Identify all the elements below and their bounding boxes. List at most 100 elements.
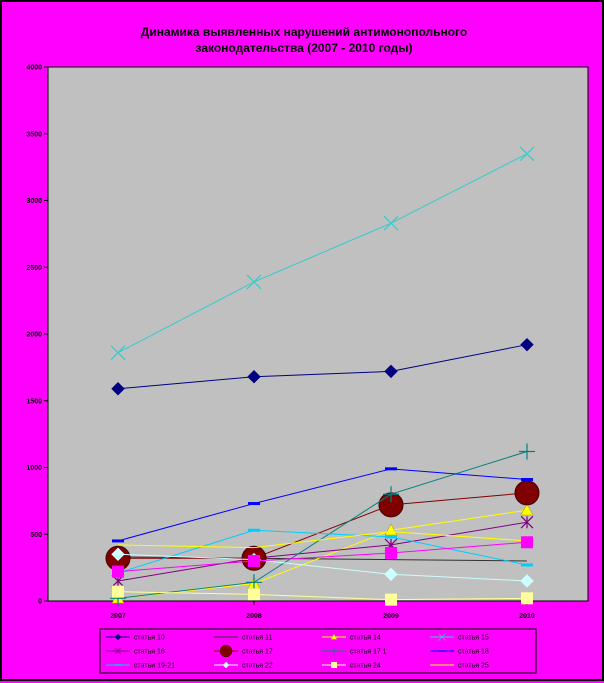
legend-box [99,628,537,674]
data-point-plus [246,574,262,591]
series-line [118,492,528,559]
series-11 [112,585,533,606]
legend-item: статья 26 [106,2,165,14]
y-tick-label: 3500 [26,131,42,138]
y-tick-label: 1000 [26,465,42,472]
data-point-diamond [247,370,261,384]
series-1 [111,337,534,396]
legend-label: статья 11 [242,635,272,642]
data-point-square [521,536,533,549]
x-tick-label: 2010 [519,613,535,620]
data-point-square [385,546,397,559]
data-point-dash [521,478,533,482]
legend-item: статья 25 [430,663,489,670]
series-12 [117,531,528,549]
data-point-diamond [384,364,398,379]
x-axis: 2007 2008 2009 2010 [110,601,535,620]
legend-item: статья 17.1 [322,647,387,656]
data-point-dash [385,467,397,471]
data-point-square [331,662,337,668]
data-point-dash [248,528,260,532]
legend-swatch-marker [114,633,122,641]
data-point-square [112,565,124,578]
y-axis: 0 500 1000 1500 2000 2500 3000 3500 4000 [26,65,48,606]
series-line [117,529,528,574]
data-point-dash [248,502,260,506]
data-point-diamond [384,567,398,582]
series-8 [112,467,533,543]
legend-swatch-marker [115,664,121,666]
series-7 [110,443,535,607]
y-tick-label: 2000 [26,332,42,339]
legend-label: статья 17 [242,649,273,656]
legend-swatch-marker [114,647,122,655]
legend-label: статья 22 [242,663,273,670]
series-line [117,556,528,562]
legend-label: статья 26 [134,2,165,4]
legend-label: статьи 19-21 [134,663,175,670]
y-tick-label: 500 [30,532,42,539]
data-point-triangle [520,503,534,516]
plot-area [47,66,589,602]
data-point-diamond [111,382,125,396]
data-point-x [110,345,126,361]
legend: статья 10 статья 11 статья 14 статья 15 стат… [99,2,537,674]
series-layer [105,146,540,607]
series-4 [110,146,535,361]
series-13 [112,536,533,578]
legend-item: статья 16 [106,647,165,656]
data-point-plus [330,647,338,655]
legend-swatch-marker [438,633,446,641]
y-tick-label: 3000 [26,198,42,205]
data-point-diamond [520,337,534,352]
series-line [117,344,528,390]
data-point-square [385,593,397,606]
series-line [117,451,528,599]
x-tick-label: 2009 [383,613,399,620]
legend-swatch-marker [222,661,230,669]
legend-swatch-marker [439,650,445,652]
data-point-x [438,633,446,641]
legend-swatch-marker [331,662,337,668]
legend-label: статья 25 [458,663,489,670]
legend-swatch-marker [330,647,338,655]
series-line [117,591,528,601]
data-point-star [520,515,534,529]
legend-item: статья 24 [322,662,381,670]
series-line [117,521,528,582]
legend-item: статья 14 [322,633,381,642]
series-line [117,541,528,573]
y-tick-label: 0 [38,599,42,606]
legend-swatch-marker [330,633,338,640]
y-tick-label: 4000 [26,65,42,72]
data-point-plus [383,486,399,503]
legend-label: статья 15 [458,635,489,642]
data-point-dash [112,539,124,543]
data-point-diamond [520,574,534,588]
data-point-square [248,554,260,567]
data-point-circle [219,644,233,658]
x-tick-label: 2007 [110,613,126,620]
series-line [117,531,528,549]
series-line [117,468,528,542]
legend-item: статья 22 [214,661,273,670]
data-point-diamond [114,633,122,641]
legend-label: статья 18 [458,649,489,656]
data-point-dash [115,664,121,666]
chart-title-line-2: законодательства (2007 - 2010 годы) [196,41,413,55]
legend-item: статья 10 [106,633,165,642]
data-point-x [519,146,535,162]
y-tick-label: 2500 [26,265,42,272]
chart-title-line-1: Динамика выявленных нарушений антимонопо… [141,25,467,39]
legend-label: статья 17.1 [350,649,387,656]
series-6 [105,480,540,571]
legend-item: статья 11 [214,635,272,642]
data-point-triangle [330,633,338,640]
data-point-plus [519,443,535,460]
legend-label: статья 10 [134,635,165,642]
legend-label: статья 16 [134,649,165,656]
data-point-dash [439,650,445,652]
data-point-x [246,274,262,290]
